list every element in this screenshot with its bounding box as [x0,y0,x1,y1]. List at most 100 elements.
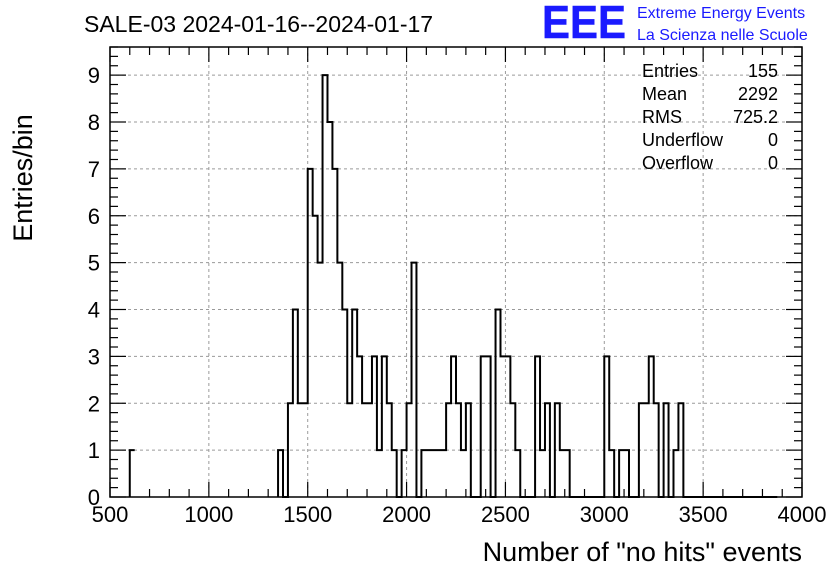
histogram-bin [644,403,649,497]
y-tick-label: 4 [88,298,100,323]
histogram-bin [555,403,560,497]
histogram-bin [421,450,426,497]
histogram-bin [451,356,456,497]
x-tick-label: 1500 [283,502,332,527]
x-tick-label: 4000 [778,502,827,527]
y-tick-label: 5 [88,251,100,276]
histogram-bin [288,403,293,497]
chart-title: SALE-03 2024-01-16--2024-01-17 [84,11,433,37]
histogram-bin [639,403,644,497]
histogram-bin [327,122,332,497]
histogram-bin [293,310,298,498]
histogram-bin [456,403,461,497]
histogram-bin [431,450,436,497]
stat-rms-label: RMS [642,107,682,127]
y-tick-label: 7 [88,157,100,182]
histogram-bin [352,310,357,498]
histogram-bin [323,75,328,497]
histogram-bin [496,310,501,498]
x-axis-title: Number of "no hits" events [483,537,802,567]
histogram-bin [654,403,659,497]
histogram-bin [372,356,377,497]
histogram-bin [486,356,491,497]
stats-box: Entries 155 Mean 2292 RMS 725.2 Underflo… [642,61,778,173]
y-tick-label: 8 [88,110,100,135]
histogram-bin [308,169,313,497]
histogram-bin [337,263,342,497]
histogram-bin [609,450,614,497]
histogram-bin [624,450,629,497]
histogram-bin [347,403,352,497]
histogram-bin [362,403,367,497]
stat-mean-value: 2292 [738,84,778,104]
histogram-bin [441,450,446,497]
stat-mean-label: Mean [642,84,687,104]
x-tick-label: 500 [92,502,129,527]
histogram-bin [505,356,510,497]
histogram-bin [130,450,135,497]
histogram-bin [303,403,308,497]
histogram-bin [560,450,565,497]
histogram-bin [673,450,678,497]
histogram-bin [535,356,540,497]
x-tick-label: 3000 [580,502,629,527]
histogram-bin [500,356,505,497]
y-tick-label: 2 [88,391,100,416]
histogram-bin [678,403,683,497]
axes: 500 1000 1500 2000 2500 3000 3500 4000 0 1 2 3 4 5 6 7 8… [88,46,827,527]
histogram-bin [402,450,407,497]
brand-line-1: Extreme Energy Events [637,5,805,22]
histogram-series [128,74,778,498]
histogram-bin [357,356,362,497]
histogram-outline [128,74,778,498]
histogram-bin [664,403,669,497]
brand-line-2: La Scienza nelle Scuole [637,27,808,44]
histogram-bin [313,216,318,497]
histogram-bin [382,356,387,497]
histogram-bin [604,356,609,497]
y-tick-label: 6 [88,204,100,229]
histogram-bin [446,403,451,497]
stat-entries-label: Entries [642,61,698,81]
histogram-bin [481,356,486,497]
histogram-bin [367,403,372,497]
histogram-bin [461,450,466,497]
histogram-bin [278,450,283,497]
grid-lines [110,47,802,497]
brand-logo: EEE Extreme Energy Events La Scienza nel… [542,0,808,48]
stat-overflow-label: Overflow [642,153,714,173]
stat-rms-value: 725.2 [733,107,778,127]
histogram-bin [332,169,337,497]
histogram-bin [545,403,550,497]
histogram-bin [436,450,441,497]
histogram-bin [466,403,471,497]
y-tick-label: 9 [88,63,100,88]
histogram-bin [540,450,545,497]
x-tick-label: 1000 [184,502,233,527]
histogram-bin [387,403,392,497]
histogram-bin [377,450,382,497]
y-tick-label: 1 [88,438,100,463]
y-tick-label: 3 [88,344,100,369]
histogram-bin [619,450,624,497]
x-tick-label: 2000 [382,502,431,527]
histogram-bin [318,263,323,497]
stat-underflow-value: 0 [768,130,778,150]
histogram-bin [342,310,347,498]
histogram-bin [515,450,520,497]
histogram-bin [510,403,515,497]
eee-logo: EEE [542,0,626,48]
x-tick-label: 2500 [481,502,530,527]
histogram-bin [412,263,417,497]
stat-underflow-label: Underflow [642,130,724,150]
y-tick-label: 0 [88,485,100,510]
x-tick-label: 3500 [679,502,728,527]
stat-entries-value: 155 [748,61,778,81]
histogram-bin [565,450,570,497]
histogram-bin [298,403,303,497]
histogram-bin [426,450,431,497]
histogram-bin [649,356,654,497]
stat-overflow-value: 0 [768,153,778,173]
histogram-bin [407,403,412,497]
